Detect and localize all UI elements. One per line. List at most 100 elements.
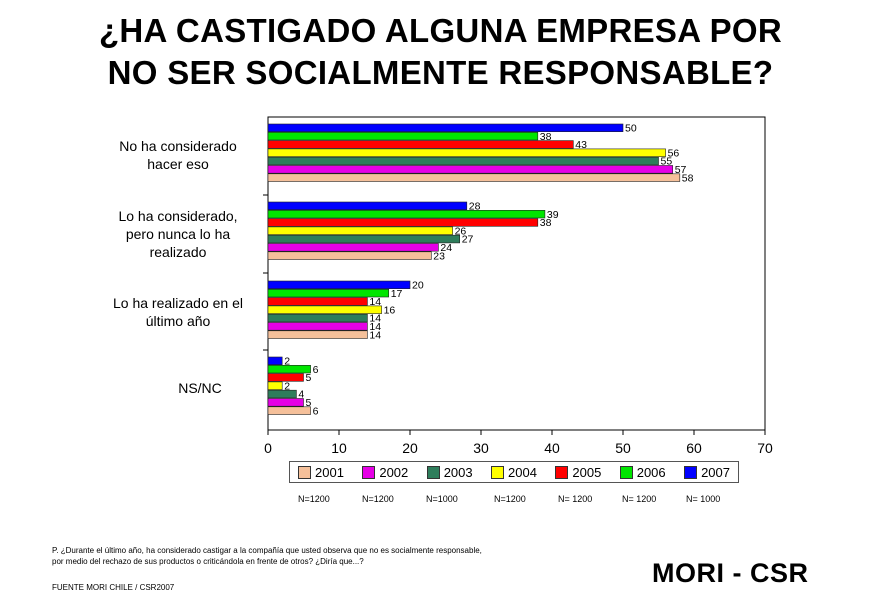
bar-2007-1 [267, 201, 468, 210]
legend-swatch [619, 465, 633, 479]
bar-2005-2 [267, 297, 368, 306]
bar-2001-2 [267, 330, 368, 339]
legend-swatch [362, 465, 376, 479]
chart-title-line-2: NO SER SOCIALMENTE RESPONSABLE? [107, 54, 774, 91]
bar-2005-1 [267, 218, 539, 227]
data-label-2006-3: 6 [313, 364, 319, 376]
legend-swatch [426, 465, 440, 479]
data-label-2005-2: 14 [369, 296, 381, 308]
legend-swatch [491, 465, 505, 479]
bar-2006-3 [267, 365, 311, 374]
data-label-2007-0: 50 [625, 123, 637, 135]
data-label-2005-3: 5 [306, 372, 312, 384]
bar-2004-3 [267, 381, 283, 390]
legend-label: 2006 [636, 464, 666, 480]
bar-2003-0 [267, 156, 659, 166]
data-label-2002-1: 24 [440, 242, 452, 254]
legend-item-2006: 2006 [619, 464, 666, 480]
legend: 2001 2002 2003 2004 2005 2006 2007 [289, 461, 739, 483]
bar-2005-3 [267, 373, 304, 382]
data-label-2005-0: 43 [575, 139, 587, 151]
brand-label: MORI - CSR [652, 558, 809, 588]
bar-2007-2 [267, 280, 411, 289]
data-label-2005-1: 38 [540, 217, 552, 229]
legend-label: 2002 [379, 464, 409, 480]
sample-size-2002: N=1200 [362, 494, 394, 504]
x-tick-label-0: 0 [264, 440, 272, 456]
bar-2002-3 [267, 398, 304, 407]
bar-2003-1 [267, 234, 460, 244]
x-tick-label-40: 40 [544, 440, 560, 456]
legend-item-2003: 2003 [426, 464, 473, 480]
data-label-2004-3: 2 [284, 380, 290, 392]
bar-2006-0 [267, 131, 539, 141]
legend-item-2007: 2007 [684, 465, 730, 480]
legend-swatch [555, 465, 569, 479]
category-label-line: realizado [149, 244, 207, 260]
data-label-2002-0: 57 [675, 164, 687, 176]
legend-label: 2005 [572, 464, 602, 480]
data-label-2004-0: 56 [668, 147, 680, 159]
bar-2004-0 [267, 148, 666, 157]
data-label-2001-0: 58 [682, 172, 694, 184]
bar-2004-1 [267, 226, 453, 235]
category-label-line: hacer eso [147, 156, 209, 172]
legend-item-2004: 2004 [491, 465, 537, 480]
x-tick-label-50: 50 [615, 440, 631, 456]
data-label-2003-2: 14 [369, 313, 381, 325]
legend-label: 2004 [508, 464, 537, 480]
x-tick-label-30: 30 [473, 440, 489, 456]
data-label-2004-1: 26 [455, 225, 467, 237]
bar-2005-0 [267, 140, 574, 149]
data-label-2007-3: 2 [284, 356, 290, 368]
category-label: NS/NC [100, 379, 300, 397]
category-label-line: último año [145, 313, 211, 329]
category-label-line: Lo ha considerado, [118, 208, 238, 224]
legend-item-2005: 2005 [555, 465, 601, 480]
data-label-2001-2: 14 [369, 329, 381, 341]
data-label-2006-1: 39 [547, 209, 559, 221]
category-label: No ha considerado hacer eso [78, 137, 278, 173]
legend-label: 2003 [443, 464, 473, 480]
legend-label: 2001 [315, 464, 344, 480]
data-label-2001-3: 6 [313, 405, 319, 417]
x-tick-label-70: 70 [757, 440, 773, 456]
bar-2002-1 [267, 243, 439, 252]
data-label-2003-1: 27 [462, 234, 474, 246]
sample-size-2007: N= 1000 [686, 494, 721, 504]
chart-title-line-1: ¿HA CASTIGADO ALGUNA EMPRESA POR [98, 12, 783, 49]
legend-swatch [684, 465, 698, 479]
sample-size-2001: N=1200 [298, 494, 330, 504]
bar-2007-0 [267, 123, 624, 132]
sample-size-2004: N=1200 [494, 494, 526, 504]
bar-2006-2 [267, 289, 389, 298]
bar-2003-3 [267, 389, 297, 399]
data-label-2003-0: 55 [661, 156, 673, 168]
category-label-line: Lo ha realizado en el [113, 295, 243, 311]
data-label-2006-2: 17 [391, 288, 403, 300]
legend-label: 2007 [701, 464, 730, 480]
data-label-2001-1: 23 [433, 250, 445, 262]
x-tick-label-20: 20 [402, 440, 418, 456]
bar-2006-1 [267, 210, 546, 219]
data-label-2002-2: 14 [369, 321, 381, 333]
bar-2004-2 [267, 305, 382, 314]
sample-size-2003: N=1000 [426, 494, 458, 504]
category-label-line: NS/NC [178, 380, 222, 396]
bar-chart: 5038435655575828393826272423201714161414… [263, 116, 773, 456]
bar-2001-3 [267, 406, 311, 415]
bar-2002-2 [267, 322, 368, 331]
data-label-2002-3: 5 [306, 397, 312, 409]
sample-size-2005: N= 1200 [558, 494, 593, 504]
legend-item-2001: 2001 [298, 465, 344, 480]
bar-2002-0 [267, 165, 674, 174]
category-label: Lo ha considerado, pero nunca lo ha realiz… [78, 207, 278, 261]
legend-swatch [298, 465, 311, 479]
source-note: FUENTE MORI CHILE / CSR2007 [52, 583, 175, 592]
bar-2003-2 [267, 313, 368, 323]
category-label-line: No ha considerado [119, 138, 237, 154]
bar-2001-1 [267, 251, 432, 260]
category-label: Lo ha realizado en el último año [78, 294, 278, 330]
data-label-2006-0: 38 [540, 131, 552, 143]
data-label-2003-3: 4 [298, 389, 304, 401]
